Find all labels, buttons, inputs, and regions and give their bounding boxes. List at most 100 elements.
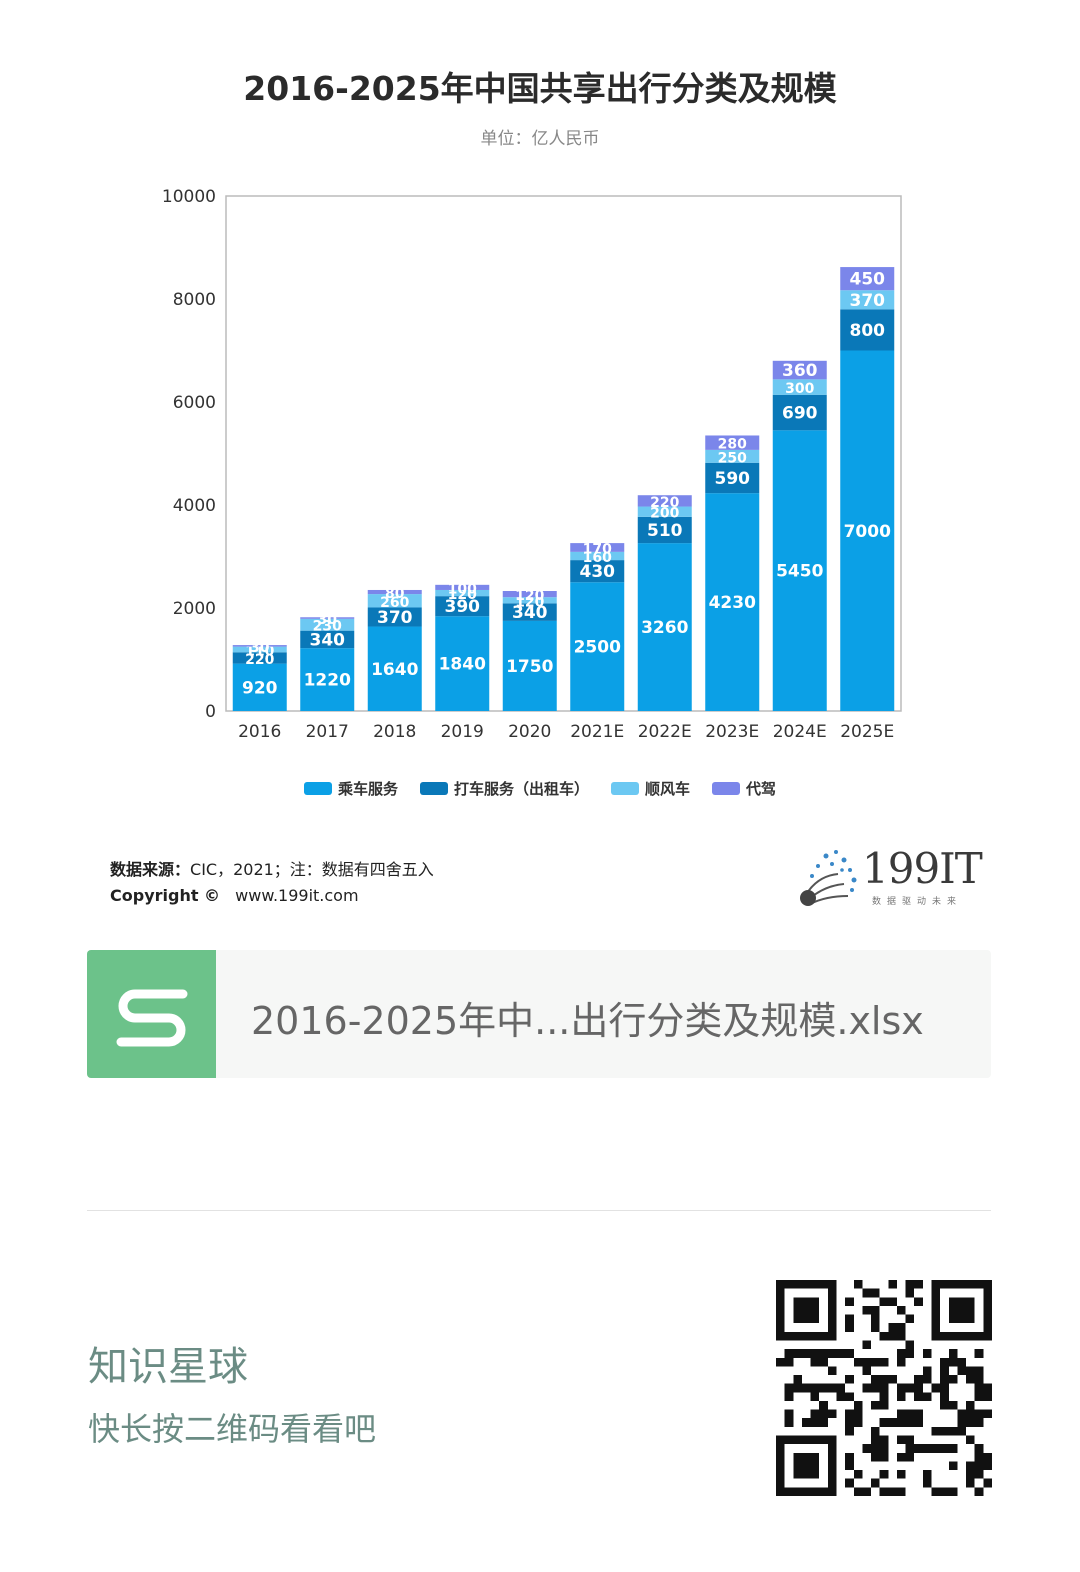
source-label: 数据来源： <box>110 860 191 879</box>
copyright-url[interactable]: www.199it.com <box>235 886 359 905</box>
bar-segment <box>637 516 692 544</box>
bar-segment <box>772 394 827 431</box>
data-label: 690 <box>782 404 818 424</box>
source-text: CIC，2021；注：数据有四舍五入 <box>190 860 434 879</box>
data-label: 280 <box>718 437 747 453</box>
dots-flower-icon <box>800 850 857 906</box>
data-label: 170 <box>583 541 612 557</box>
y-tick-label: 8000 <box>173 290 216 310</box>
data-label: 100 <box>448 581 477 597</box>
qr-code[interactable] <box>776 1280 992 1496</box>
data-label: 4230 <box>709 593 756 613</box>
legend-item-carpool: 顺风车 <box>611 778 690 799</box>
x-tick-label: 2019 <box>441 722 484 742</box>
legend-swatch <box>303 782 332 795</box>
x-tick-label: 2023E <box>705 722 759 742</box>
bar-segment <box>300 648 355 711</box>
bar-segment <box>705 462 760 494</box>
copyright-line: Copyright © www.199it.com <box>110 886 359 905</box>
legend-item-taxi-service: 打车服务（出租车） <box>419 778 589 799</box>
bar-segment <box>232 646 287 653</box>
bar-segment <box>367 589 422 595</box>
attachment-file-name: 2016-2025年中...出行分类及规模.xlsx <box>251 999 924 1043</box>
brand-name: 199IT <box>862 844 983 893</box>
x-tick-label: 2024E <box>773 722 827 742</box>
plot-frame <box>225 195 902 712</box>
data-label: 30 <box>250 640 270 656</box>
x-tick-label: 2025E <box>840 722 894 742</box>
data-label: 1750 <box>506 657 553 677</box>
data-label: 160 <box>583 550 612 566</box>
y-tick-label: 2000 <box>173 599 216 619</box>
section-divider <box>87 1210 991 1211</box>
y-tick-label: 4000 <box>173 496 216 516</box>
data-source-note: 数据来源：CIC，2021；注：数据有四舍五入 <box>110 856 434 880</box>
data-label: 7000 <box>844 522 891 542</box>
legend-item-designated-driver: 代驾 <box>712 778 776 799</box>
x-tick-label: 2022E <box>638 722 692 742</box>
bar-segment <box>840 290 895 310</box>
legend-label: 打车服务（出租车） <box>453 780 589 798</box>
data-label: 120 <box>515 588 544 604</box>
stacked-bar-chart: 0200040006000800010000920220110302016122… <box>162 187 902 742</box>
data-label: 390 <box>445 597 481 617</box>
data-label: 450 <box>850 270 886 290</box>
x-tick-label: 2021E <box>570 722 624 742</box>
spreadsheet-s-icon <box>87 950 216 1078</box>
bar-segment <box>367 594 422 608</box>
data-label: 2500 <box>574 638 621 658</box>
bar-segment <box>435 616 490 711</box>
data-label: 200 <box>650 506 679 522</box>
data-label: 1220 <box>304 671 351 691</box>
legend-swatch <box>419 782 448 795</box>
bar-segment <box>570 543 625 552</box>
bar-segment <box>232 645 287 647</box>
data-label: 120 <box>515 594 544 610</box>
data-label: 220 <box>245 652 274 668</box>
data-label: 120 <box>448 587 477 603</box>
bar-segment <box>637 506 692 517</box>
legend-swatch <box>611 782 639 795</box>
footer-subtitle: 快长按二维码看看吧 <box>88 1410 377 1448</box>
data-label: 1640 <box>371 660 418 680</box>
bar-segment <box>232 652 287 664</box>
bar-segment <box>570 551 625 561</box>
data-label: 30 <box>318 612 338 628</box>
bar-segment <box>300 630 355 649</box>
data-label: 1840 <box>439 655 486 675</box>
bar-segment <box>840 309 895 351</box>
bar-segment <box>300 617 355 619</box>
data-label: 920 <box>242 678 278 698</box>
bar-segment <box>570 560 625 583</box>
data-label: 370 <box>377 608 413 628</box>
data-label: 590 <box>715 469 751 489</box>
bar-segment <box>435 589 490 597</box>
chart-subtitle: 单位：亿人民币 <box>480 129 600 149</box>
bar-segment <box>840 350 895 711</box>
data-label: 250 <box>718 450 747 466</box>
chart-legend: 乘车服务 打车服务（出租车） 顺风车 代驾 <box>0 778 1080 799</box>
bar-segment <box>840 267 895 291</box>
copyright-label: Copyright © <box>110 886 221 905</box>
footer-title: 知识星球 <box>88 1344 248 1390</box>
bar-segment <box>637 495 692 507</box>
data-label: 340 <box>310 630 346 650</box>
data-label: 360 <box>782 361 818 381</box>
attachment-card[interactable]: 2016-2025年中...出行分类及规模.xlsx <box>87 950 991 1078</box>
x-tick-label: 2018 <box>373 722 416 742</box>
legend-label: 顺风车 <box>645 780 691 798</box>
bar-segment <box>502 591 557 598</box>
bar-segment <box>502 603 557 621</box>
data-label: 430 <box>580 562 616 582</box>
bar-segment <box>637 543 692 711</box>
data-label: 80 <box>385 586 405 602</box>
bar-segment <box>435 584 490 590</box>
y-tick-label: 0 <box>205 702 216 722</box>
brand-logo: 199IT 数据驱动未来 <box>796 844 986 910</box>
data-label: 3260 <box>641 618 688 638</box>
bar-segment <box>435 596 490 617</box>
x-tick-label: 2016 <box>238 722 281 742</box>
bar-segment <box>300 618 355 631</box>
data-label: 220 <box>650 495 679 511</box>
legend-swatch <box>712 782 741 795</box>
